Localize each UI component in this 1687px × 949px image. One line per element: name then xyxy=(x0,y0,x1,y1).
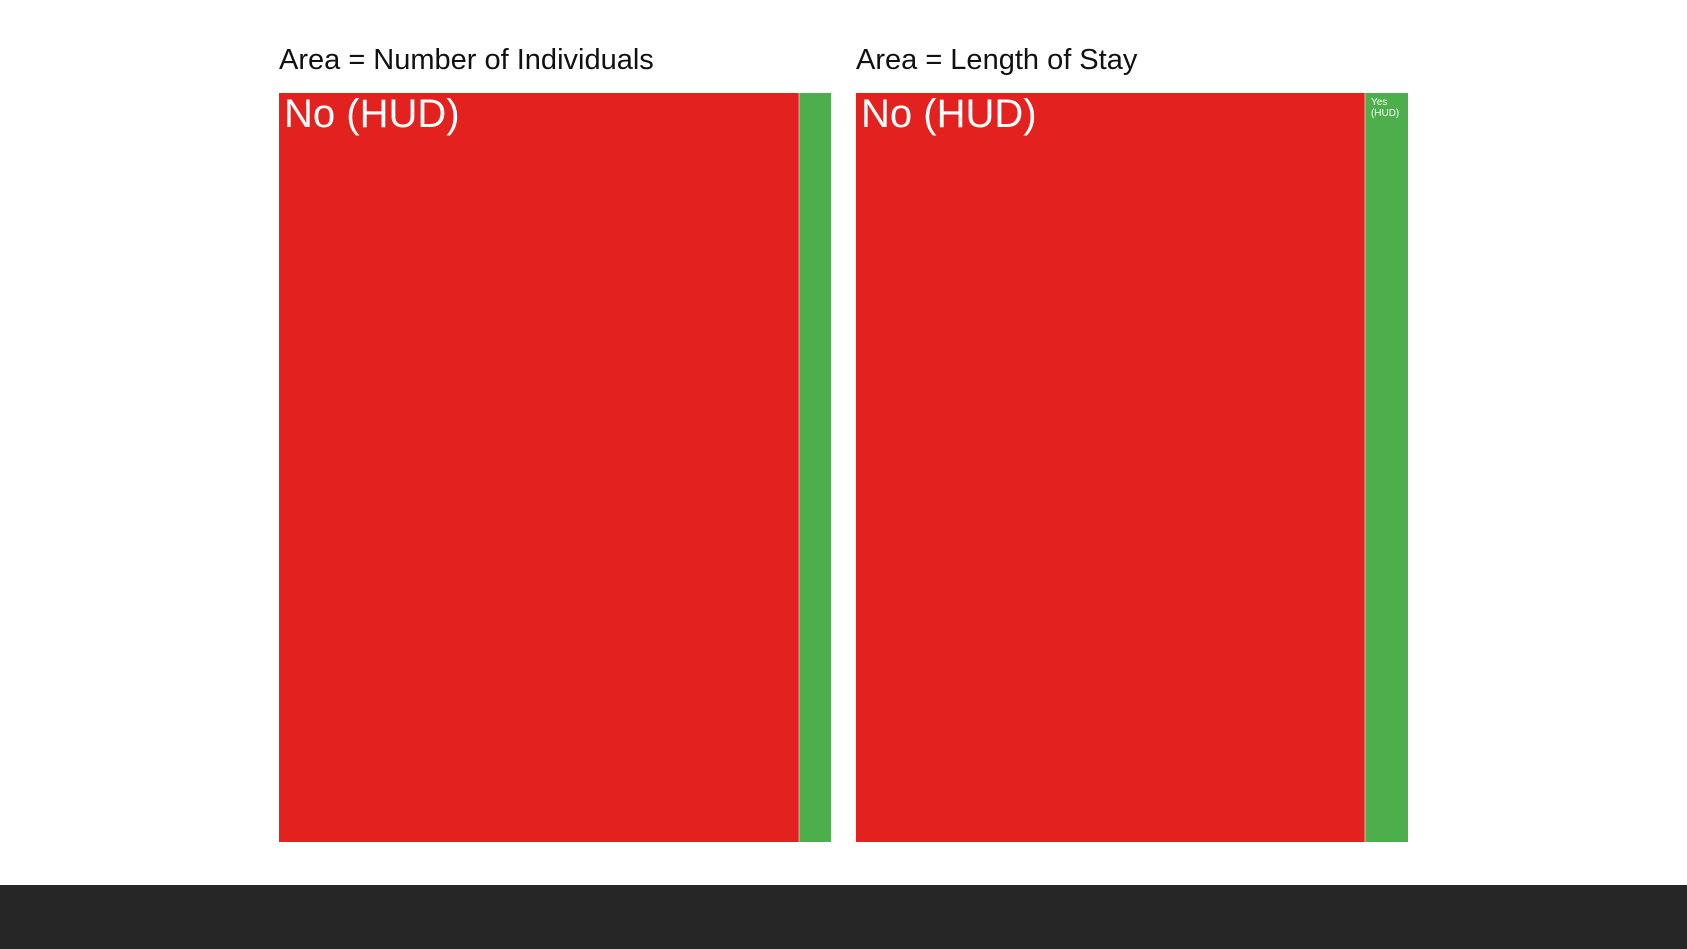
treemap-label-no-hud: No (HUD) xyxy=(861,93,1037,136)
chart-title-individuals: Area = Number of Individuals xyxy=(279,44,654,76)
treemap-cell-yes-hud xyxy=(1364,93,1408,842)
treemap-individuals-svg: No (HUD) xyxy=(279,93,831,842)
chart-title-length-of-stay: Area = Length of Stay xyxy=(856,44,1138,76)
treemap-individuals: No (HUD) xyxy=(279,93,831,842)
treemap-label-no-hud: No (HUD) xyxy=(284,93,460,136)
treemap-cell-no-hud xyxy=(856,93,1365,842)
footer-bar xyxy=(0,885,1687,949)
treemap-label-yes-hud: (HUD) xyxy=(1371,108,1399,119)
treemap-cell-no-hud xyxy=(279,93,799,842)
treemap-length-of-stay-svg: No (HUD) Yes(HUD) xyxy=(856,93,1408,842)
treemap-cell-yes-hud xyxy=(798,93,831,842)
slide: Area = Number of Individuals Area = Leng… xyxy=(279,44,1408,842)
treemap-label-yes-hud: Yes xyxy=(1371,97,1387,108)
treemap-length-of-stay: No (HUD) Yes (HUD) xyxy=(856,93,1408,842)
